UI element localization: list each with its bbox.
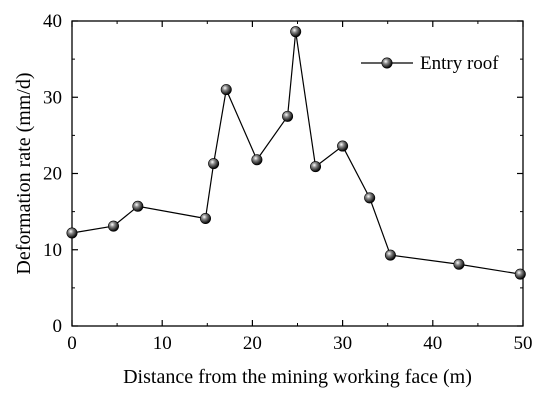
axes: 0 10 20 30 40 50 0 10 20 30 40 Distance from the mi… <box>13 11 533 388</box>
y-axis-title: Deformation rate (mm/d) <box>13 72 35 274</box>
data-point <box>384 249 396 261</box>
data-point <box>453 258 465 270</box>
x-tick-label: 20 <box>243 333 262 354</box>
data-point <box>208 158 220 170</box>
x-tick-label: 40 <box>423 333 442 354</box>
data-point <box>337 140 349 152</box>
x-tick-label: 10 <box>153 333 172 354</box>
y-tick-label: 0 <box>53 316 63 337</box>
data-point <box>220 84 232 96</box>
data-point <box>310 161 322 173</box>
x-axis-title: Distance from the mining working face (m… <box>123 366 472 388</box>
y-tick-label: 20 <box>43 164 62 185</box>
data-point <box>132 200 144 212</box>
data-point <box>107 220 119 232</box>
x-tick-label: 0 <box>67 333 77 354</box>
data-point <box>199 212 211 224</box>
y-tick-label: 40 <box>43 11 62 32</box>
x-tick-label: 30 <box>333 333 352 354</box>
y-tick-label: 30 <box>43 87 62 108</box>
series-entry-roof <box>66 26 526 280</box>
data-point <box>66 227 78 239</box>
legend-label: Entry roof <box>420 53 499 74</box>
data-point <box>282 110 294 122</box>
data-point <box>514 268 526 280</box>
legend: Entry roof <box>361 53 499 74</box>
data-point <box>290 26 302 38</box>
data-point <box>364 192 376 204</box>
y-tick-label: 10 <box>43 240 62 261</box>
data-point <box>251 154 263 166</box>
legend-marker <box>381 57 393 69</box>
x-tick-label: 50 <box>514 333 533 354</box>
